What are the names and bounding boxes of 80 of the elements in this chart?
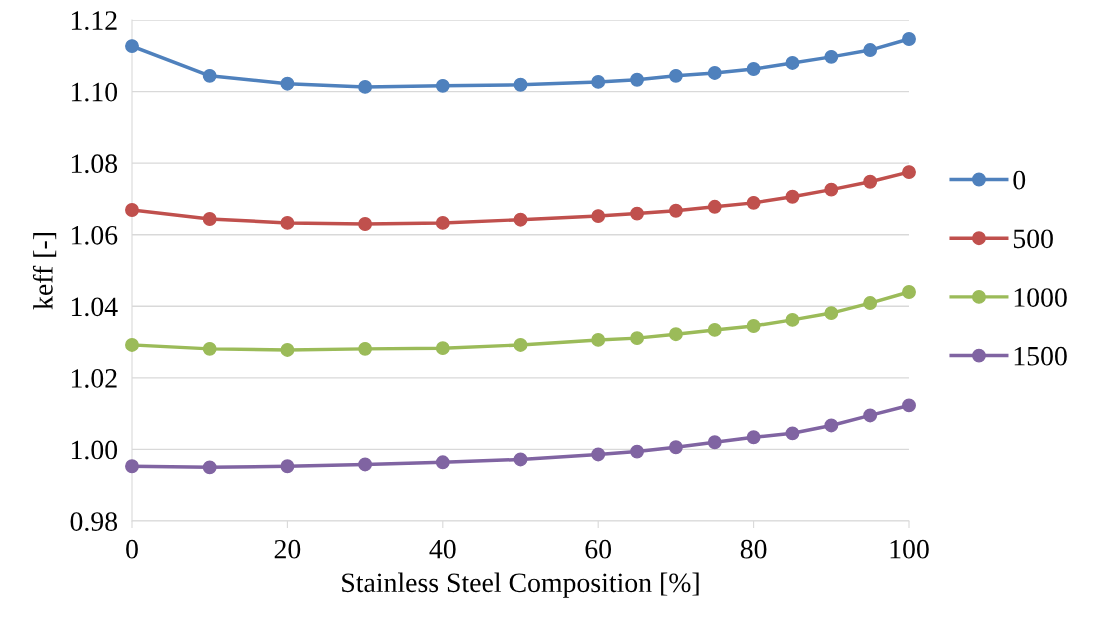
point — [863, 174, 878, 189]
point — [824, 49, 839, 64]
point — [746, 195, 761, 210]
point — [513, 337, 528, 352]
point — [435, 78, 450, 93]
x-axis-title: Stainless Steel Composition [%] — [342, 572, 699, 598]
y-tick-label: 0.98 — [70, 512, 118, 532]
point — [746, 319, 761, 333]
point — [202, 68, 217, 83]
x-tick-label: 60 — [585, 539, 612, 559]
point — [863, 296, 878, 311]
y-tick-label: 1.12 — [71, 11, 117, 31]
point — [785, 55, 800, 70]
point — [591, 447, 606, 462]
point — [280, 215, 295, 230]
point — [668, 203, 683, 218]
point — [435, 215, 450, 230]
point — [785, 426, 800, 441]
point — [591, 332, 606, 347]
y-tick-label: 1.04 — [71, 297, 118, 317]
point — [358, 79, 373, 94]
point — [668, 440, 683, 455]
point — [202, 460, 217, 475]
legend-label: 1500 — [1014, 346, 1067, 366]
y-tick-label: 1.10 — [71, 82, 118, 102]
legend-label: 500 — [1013, 229, 1053, 249]
point — [902, 398, 916, 413]
point — [902, 165, 916, 180]
point — [824, 306, 839, 321]
point — [785, 312, 800, 327]
point — [125, 203, 139, 217]
point — [902, 285, 916, 299]
point — [435, 341, 450, 356]
point — [358, 457, 373, 472]
x-tick-label: 0 — [126, 539, 138, 559]
y-tick-label: 1.08 — [71, 154, 118, 174]
y-axis-title: keff [-] — [32, 233, 57, 310]
point — [707, 199, 722, 214]
point — [824, 182, 839, 197]
point — [668, 68, 683, 83]
point — [630, 206, 644, 221]
legend-label: 1000 — [1014, 288, 1067, 307]
point — [591, 209, 606, 224]
x-tick-label: 20 — [274, 539, 301, 559]
legend-label: 0 — [1013, 170, 1026, 190]
point — [202, 341, 217, 356]
y-tick-label: 1.00 — [71, 440, 118, 460]
point — [280, 342, 295, 357]
point — [125, 459, 139, 474]
y-tick-label: 1.02 — [71, 369, 117, 388]
point — [591, 74, 606, 89]
point — [202, 212, 217, 226]
point — [668, 327, 683, 342]
point — [902, 32, 916, 46]
point — [863, 43, 878, 58]
point — [863, 408, 878, 423]
point — [125, 39, 139, 54]
point — [707, 322, 722, 337]
point — [785, 189, 800, 204]
point — [358, 217, 373, 231]
point — [707, 66, 722, 80]
point — [630, 444, 644, 459]
point — [630, 72, 644, 87]
point — [125, 337, 139, 352]
point — [358, 341, 373, 356]
point — [824, 418, 839, 433]
point — [435, 455, 450, 470]
point — [630, 331, 644, 346]
point — [513, 77, 528, 92]
y-tick-label: 1.06 — [71, 225, 118, 245]
point — [746, 62, 761, 76]
point — [280, 76, 295, 91]
point — [746, 430, 761, 445]
point — [707, 435, 722, 450]
x-tick-label: 40 — [429, 539, 456, 559]
point — [280, 459, 295, 474]
point — [513, 212, 528, 227]
point — [513, 452, 528, 467]
x-tick-label: 100 — [890, 539, 929, 559]
x-tick-label: 80 — [740, 539, 767, 559]
